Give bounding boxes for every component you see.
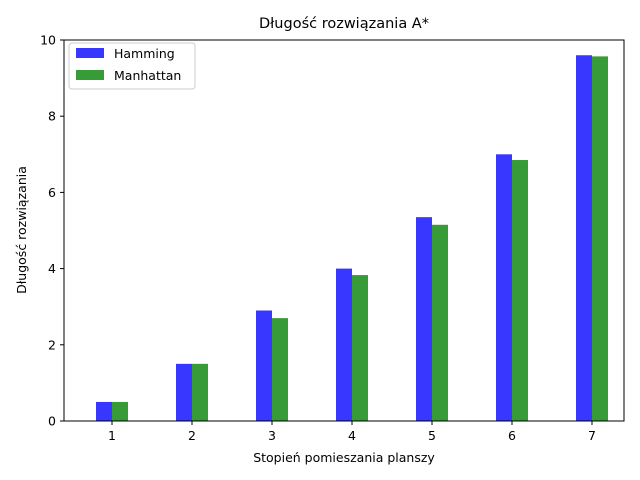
bar-hamming-3 (256, 310, 272, 421)
y-axis-label: Długość rozwiązania (14, 166, 29, 294)
y-axis-ticks: 0 2 4 6 8 10 (40, 33, 64, 429)
y-tick-label-4: 4 (48, 261, 56, 276)
bar-manhattan-1 (112, 401, 128, 421)
y-tick-label-0: 0 (48, 414, 56, 429)
bar-manhattan-3 (272, 318, 288, 421)
bar-manhattan-6 (512, 160, 528, 421)
legend-label-hamming: Hamming (114, 46, 175, 61)
legend-swatch-manhattan (76, 70, 104, 80)
bars-group (96, 55, 608, 422)
plot-frame (63, 39, 625, 422)
x-axis-label: Stopień pomieszania planszy (253, 450, 435, 465)
bar-manhattan-4 (352, 275, 368, 421)
y-tick-label-8: 8 (48, 109, 56, 124)
bar-hamming-4 (336, 268, 352, 421)
bar-manhattan-5 (432, 224, 448, 421)
legend-swatch-hamming (76, 48, 104, 58)
x-tick-label-1: 1 (108, 428, 116, 443)
x-tick-label-4: 4 (348, 428, 356, 443)
bar-hamming-5 (416, 217, 432, 421)
x-tick-label-2: 2 (188, 428, 196, 443)
bar-manhattan-2 (192, 363, 208, 421)
x-tick-label-5: 5 (428, 428, 436, 443)
legend-label-manhattan: Manhattan (114, 68, 181, 83)
bar-hamming-7 (576, 55, 592, 422)
bar-hamming-6 (496, 154, 512, 422)
y-tick-label-2: 2 (48, 337, 56, 352)
y-tick-label-10: 10 (40, 33, 56, 48)
x-tick-label-6: 6 (508, 428, 516, 443)
x-axis-ticks: 1 2 3 4 5 6 7 (108, 421, 596, 443)
bar-manhattan-7 (592, 56, 608, 422)
legend: Hamming Manhattan (68, 42, 196, 90)
bar-hamming-2 (176, 363, 192, 421)
bar-hamming-1 (96, 401, 112, 421)
y-tick-label-6: 6 (48, 185, 56, 200)
chart-title: Długość rozwiązania A* (259, 16, 429, 32)
x-tick-label-7: 7 (588, 428, 596, 443)
x-tick-label-3: 3 (268, 428, 276, 443)
